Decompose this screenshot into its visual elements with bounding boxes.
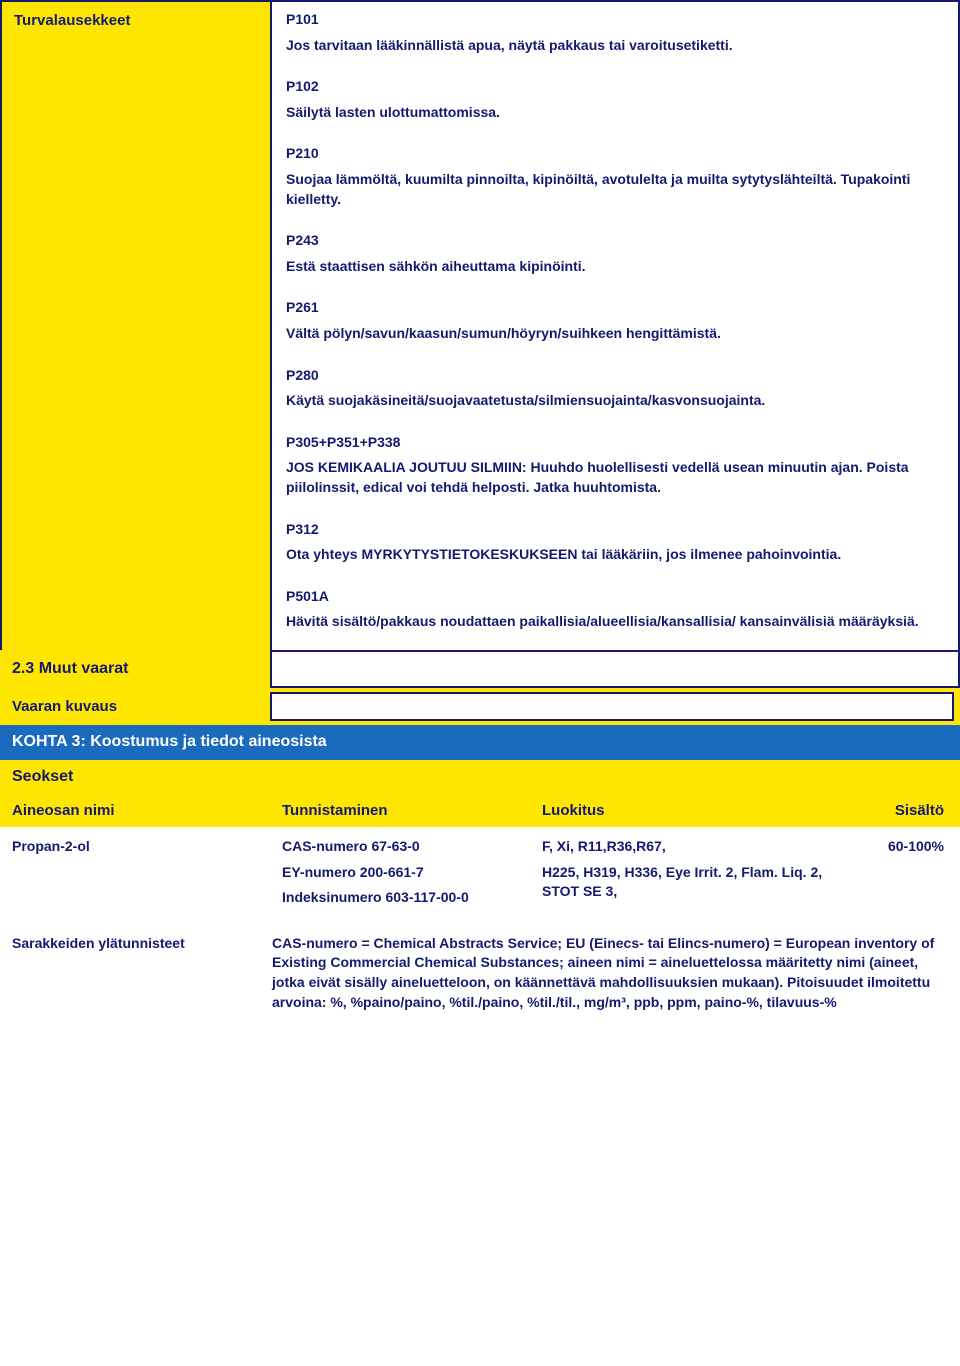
vaaran-label: Vaaran kuvaus (0, 688, 270, 725)
footer-label: Sarakkeiden ylätunnisteet (0, 932, 270, 1014)
p-statement: P261 Vältä pölyn/savun/kaasun/sumun/höyr… (286, 298, 940, 343)
p-code: P102 (286, 77, 940, 97)
safety-row: Turvalausekkeet P101 Jos tarvitaan lääki… (0, 0, 960, 650)
safety-statements: P101 Jos tarvitaan lääkinnällistä apua, … (270, 0, 960, 650)
ingredient-ident: CAS-numero 67-63-0 EY-numero 200-661-7 I… (270, 835, 530, 916)
p-statement: P280 Käytä suojakäsineitä/suojavaatetust… (286, 366, 940, 411)
p-statement: P210 Suojaa lämmöltä, kuumilta pinnoilta… (286, 144, 940, 209)
p-statement: P305+P351+P338 JOS KEMIKAALIA JOUTUU SIL… (286, 433, 940, 498)
ident-ey: EY-numero 200-661-7 (282, 863, 518, 883)
ident-cas: CAS-numero 67-63-0 (282, 837, 518, 857)
p-code: P501A (286, 587, 940, 607)
p-text: Vältä pölyn/savun/kaasun/sumun/höyryn/su… (286, 324, 940, 344)
vaaran-empty-box (270, 692, 954, 721)
kohta3-header: KOHTA 3: Koostumus ja tiedot aineosista (0, 725, 960, 759)
p-code: P101 (286, 10, 940, 30)
p-statement: P101 Jos tarvitaan lääkinnällistä apua, … (286, 10, 940, 55)
ingredient-table-header: Aineosan nimi Tunnistaminen Luokitus Sis… (0, 794, 960, 827)
classif-line2: H225, H319, H336, Eye Irrit. 2, Flam. Li… (542, 863, 828, 902)
ident-index: Indeksinumero 603-117-00-0 (282, 888, 518, 908)
p-text: Jos tarvitaan lääkinnällistä apua, näytä… (286, 36, 940, 56)
footer-row: Sarakkeiden ylätunnisteet CAS-numero = C… (0, 924, 960, 1024)
p-code: P243 (286, 231, 940, 251)
p-text: Käytä suojakäsineitä/suojavaatetusta/sil… (286, 391, 940, 411)
vaaran-row: Vaaran kuvaus (0, 688, 960, 725)
col-header-classif: Luokitus (530, 794, 840, 827)
p-text: Hävitä sisältö/pakkaus noudattaen paikal… (286, 612, 940, 632)
ingredient-content: 60-100% (840, 835, 960, 916)
p-text: Estä staattisen sähkön aiheuttama kipinö… (286, 257, 940, 277)
p-statement: P102 Säilytä lasten ulottumattomissa. (286, 77, 940, 122)
section-23-label: 2.3 Muut vaarat (0, 650, 270, 688)
p-text: Säilytä lasten ulottumattomissa. (286, 103, 940, 123)
classif-line1: F, Xi, R11,R36,R67, (542, 837, 828, 857)
p-text: Ota yhteys MYRKYTYSTIETOKESKUKSEEN tai l… (286, 545, 940, 565)
seokset-header: Seokset (0, 760, 960, 794)
ingredient-name: Propan-2-ol (0, 835, 270, 916)
p-statement: P243 Estä staattisen sähkön aiheuttama k… (286, 231, 940, 276)
p-text: JOS KEMIKAALIA JOUTUU SILMIIN: Huuhdo hu… (286, 458, 940, 497)
p-statement: P312 Ota yhteys MYRKYTYSTIETOKESKUKSEEN … (286, 520, 940, 565)
safety-heading: Turvalausekkeet (0, 0, 270, 650)
section-23-row: 2.3 Muut vaarat (0, 650, 960, 688)
footer-text: CAS-numero = Chemical Abstracts Service;… (270, 932, 960, 1014)
p-code: P261 (286, 298, 940, 318)
p-code: P210 (286, 144, 940, 164)
p-code: P312 (286, 520, 940, 540)
col-header-name: Aineosan nimi (0, 794, 270, 827)
p-code: P305+P351+P338 (286, 433, 940, 453)
p-code: P280 (286, 366, 940, 386)
col-header-content: Sisältö (840, 794, 960, 827)
p-text: Suojaa lämmöltä, kuumilta pinnoilta, kip… (286, 170, 940, 209)
col-header-ident: Tunnistaminen (270, 794, 530, 827)
ingredient-classif: F, Xi, R11,R36,R67, H225, H319, H336, Ey… (530, 835, 840, 916)
section-23-empty (270, 650, 960, 688)
ingredient-row: Propan-2-ol CAS-numero 67-63-0 EY-numero… (0, 827, 960, 924)
p-statement: P501A Hävitä sisältö/pakkaus noudattaen … (286, 587, 940, 632)
document-page: Turvalausekkeet P101 Jos tarvitaan lääki… (0, 0, 960, 1024)
